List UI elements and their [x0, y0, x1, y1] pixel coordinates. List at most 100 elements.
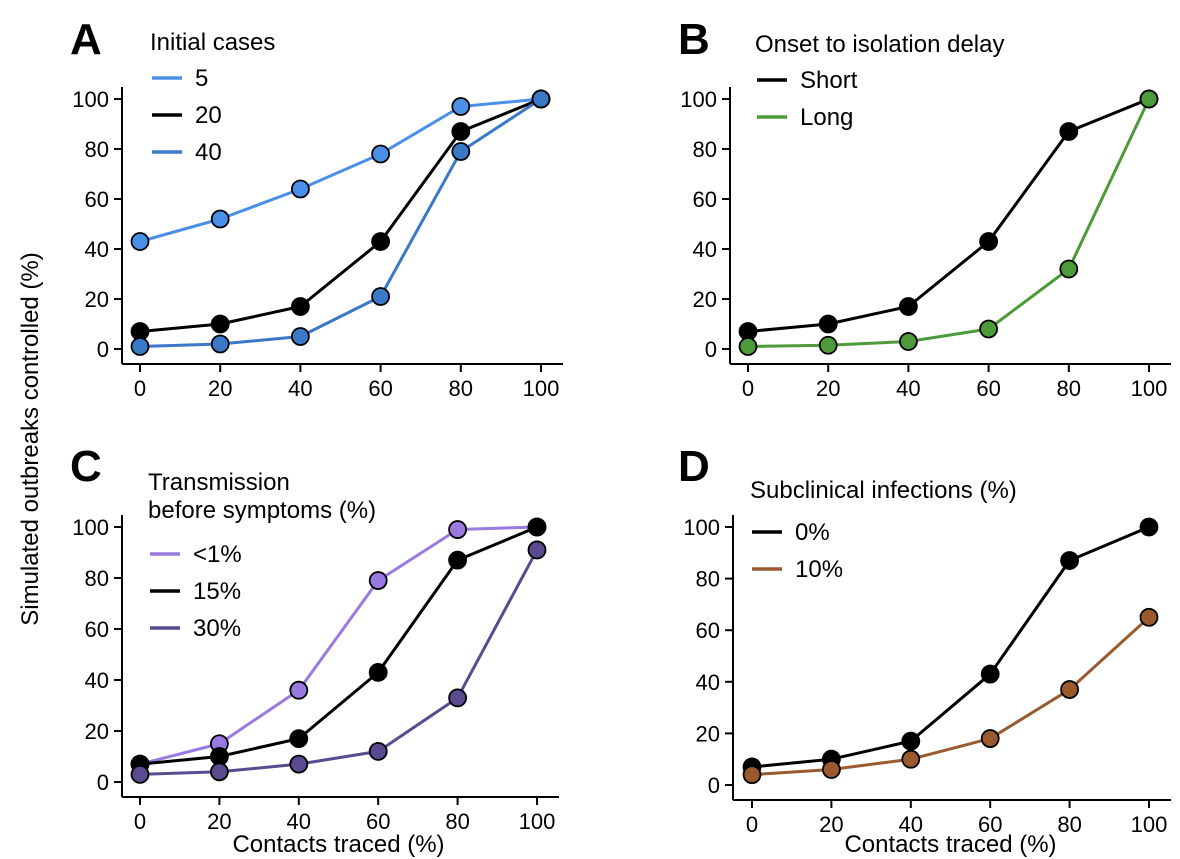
data-point	[979, 319, 998, 339]
data-point	[368, 662, 388, 682]
x-tick-label: 40	[288, 376, 312, 401]
data-point	[371, 232, 391, 251]
data-point	[980, 664, 1000, 684]
legend-title: Initial cases	[150, 29, 275, 56]
panel-letter: C	[70, 442, 102, 491]
y-tick-label: 40	[85, 668, 109, 693]
legend-title: Onset to isolation delay	[755, 31, 1004, 58]
x-tick-label: 20	[207, 809, 231, 834]
y-tick-label: 0	[97, 770, 109, 795]
data-point	[531, 89, 551, 109]
data-point	[210, 334, 230, 354]
x-tick-label: 60	[976, 376, 1000, 401]
series-line	[751, 525, 1150, 769]
y-tick-label: 20	[85, 719, 109, 744]
y-tick-label: 100	[680, 87, 717, 112]
x-tick-label: 80	[449, 376, 473, 401]
y-tick-label: 0	[705, 337, 717, 362]
x-tick-label: 0	[742, 376, 754, 401]
x-tick-label: 80	[1057, 812, 1081, 837]
y-tick-label: 80	[696, 567, 720, 592]
data-point	[899, 332, 918, 351]
data-point	[980, 729, 1000, 748]
data-point	[130, 337, 150, 356]
data-point	[1139, 517, 1159, 537]
y-tick-label: 0	[97, 337, 109, 362]
x-tick-label: 20	[819, 812, 843, 837]
x-tick-label: 100	[1131, 812, 1168, 837]
data-point	[1059, 122, 1079, 141]
legend-title: before symptoms (%)	[148, 497, 376, 524]
data-point	[527, 540, 547, 560]
data-point	[371, 144, 391, 164]
series-line	[139, 97, 542, 243]
y-tick-label: 80	[85, 566, 109, 591]
data-point	[451, 97, 471, 116]
series-line	[139, 549, 539, 776]
data-point	[979, 232, 998, 251]
series-1	[130, 517, 547, 774]
data-point	[210, 314, 230, 334]
legend-label: 10%	[795, 556, 843, 583]
y-tick-label: 100	[683, 515, 720, 540]
panel-a: A 0 20 40 60 80 100 0 20 40 60 80 100 Initial cases 5 2…	[70, 15, 563, 401]
series-2	[130, 89, 551, 356]
data-point	[130, 232, 150, 251]
series-line	[751, 616, 1151, 777]
plot-panels: A 0 20 40 60 80 100 0 20 40 60 80 100 Initial cases 5 2…	[70, 15, 1171, 858]
y-tick-label: 20	[85, 287, 109, 312]
panel-c: C 0 20 40 60 80 100 0 20 40 60 80 100 Contacts traced…	[70, 442, 559, 858]
data-point	[1060, 551, 1079, 570]
legend-label: 20	[195, 102, 222, 129]
x-axis-title: Contacts traced (%)	[844, 831, 1056, 858]
y-tick-label: 100	[72, 87, 109, 112]
data-point	[289, 729, 309, 749]
legend-title: Transmission	[148, 469, 290, 496]
x-tick-label: 40	[896, 376, 920, 401]
series-line	[139, 525, 538, 766]
series-1	[742, 607, 1159, 785]
legend-label: 0%	[795, 519, 830, 546]
data-point	[289, 680, 309, 700]
x-tick-label: 60	[366, 809, 390, 834]
data-point	[448, 520, 468, 539]
data-point	[130, 764, 150, 784]
x-tick-label: 80	[445, 809, 469, 834]
data-point	[368, 742, 388, 761]
data-point	[1060, 680, 1079, 699]
x-tick-label: 60	[368, 376, 392, 401]
series-line	[747, 98, 1151, 348]
y-tick-label: 40	[85, 237, 109, 262]
data-point	[738, 337, 758, 356]
data-point	[818, 314, 838, 334]
series-0	[742, 517, 1159, 777]
data-point	[290, 179, 310, 199]
y-tick-label: 80	[85, 137, 109, 162]
x-tick-label: 20	[208, 376, 232, 401]
data-point	[290, 327, 310, 346]
data-point	[448, 688, 468, 708]
x-tick-label: 100	[519, 809, 556, 834]
y-tick-label: 40	[693, 237, 717, 262]
series-1	[738, 89, 1159, 356]
panel-d: D 0 20 40 60 80 100 0 20 40 60 80 100 Contacts traced…	[678, 442, 1171, 858]
data-point	[742, 765, 762, 785]
y-tick-label: 20	[693, 287, 717, 312]
x-tick-label: 80	[1057, 376, 1081, 401]
x-tick-label: 40	[899, 812, 923, 837]
panel-letter: B	[678, 15, 710, 64]
panel-letter: D	[678, 442, 710, 491]
y-tick-label: 60	[85, 617, 109, 642]
data-point	[1139, 89, 1159, 109]
y-tick-label: 60	[693, 187, 717, 212]
x-axis-title: Contacts traced (%)	[232, 831, 444, 858]
panel-letter: A	[70, 15, 102, 64]
data-point	[1139, 607, 1159, 627]
panel-b: B 0 20 40 60 80 100 0 20 40 60 80 100 Onset to isolat…	[678, 15, 1171, 401]
y-tick-label: 100	[72, 515, 109, 540]
data-point	[451, 122, 471, 141]
series-line	[139, 97, 542, 348]
series-line	[747, 97, 1150, 333]
data-point	[368, 571, 388, 590]
legend-label: <1%	[193, 541, 242, 568]
